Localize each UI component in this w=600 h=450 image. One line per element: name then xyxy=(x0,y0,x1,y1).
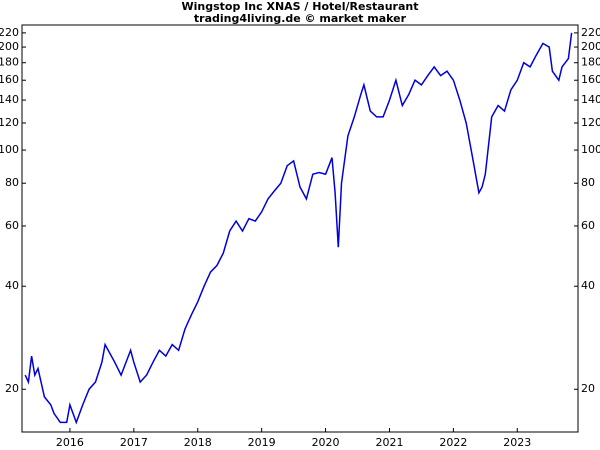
y-tick-label: 40 xyxy=(5,279,19,292)
y-tick-label-right: 180 xyxy=(581,56,600,69)
x-tick-label: 2022 xyxy=(439,436,467,449)
x-tick-label: 2018 xyxy=(184,436,212,449)
y-tick-label: 180 xyxy=(0,56,19,69)
y-tick-label: 120 xyxy=(0,116,19,129)
y-tick-label-right: 220 xyxy=(581,26,600,39)
y-tick-label: 220 xyxy=(0,26,19,39)
chart-title: Wingstop Inc XNAS / Hotel/Restaurant xyxy=(182,0,419,13)
plot-frame xyxy=(21,24,579,433)
y-tick-label-right: 140 xyxy=(581,93,600,106)
y-tick-label: 200 xyxy=(0,40,19,53)
y-tick-label-right: 160 xyxy=(581,73,600,86)
y-tick-label-right: 100 xyxy=(581,143,600,156)
x-tick-label: 2016 xyxy=(56,436,84,449)
price-line xyxy=(24,32,573,425)
x-tick-label: 2017 xyxy=(120,436,148,449)
y-tick-label: 160 xyxy=(0,73,19,86)
y-tick-label-right: 60 xyxy=(581,219,595,232)
y-tick-label: 140 xyxy=(0,93,19,106)
x-tick-label: 2023 xyxy=(503,436,531,449)
y-tick-label: 100 xyxy=(0,143,19,156)
y-tick-label-right: 20 xyxy=(581,382,595,395)
chart-subtitle: trading4living.de © market maker xyxy=(194,12,407,25)
y-tick-label-right: 200 xyxy=(581,40,600,53)
y-tick-label: 20 xyxy=(5,382,19,395)
y-tick-label-right: 120 xyxy=(581,116,600,129)
x-tick-label: 2021 xyxy=(375,436,403,449)
y-tick-label: 80 xyxy=(5,176,19,189)
y-tick-label: 60 xyxy=(5,219,19,232)
x-tick-label: 2020 xyxy=(312,436,340,449)
y-tick-label-right: 40 xyxy=(581,279,595,292)
x-tick-label: 2019 xyxy=(248,436,276,449)
y-tick-label-right: 80 xyxy=(581,176,595,189)
